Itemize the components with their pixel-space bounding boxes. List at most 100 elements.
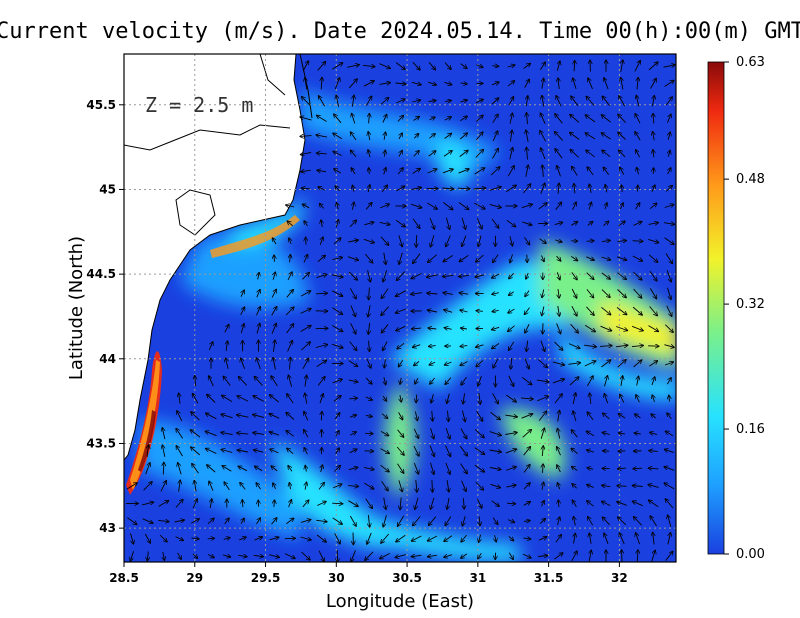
velocity-arrow (303, 255, 308, 263)
velocity-arrow (587, 468, 594, 470)
velocity-arrow (542, 482, 544, 490)
velocity-arrow (602, 96, 611, 106)
velocity-arrow (382, 324, 389, 332)
velocity-arrow (176, 429, 184, 439)
velocity-arrow (510, 236, 513, 245)
velocity-arrow (508, 535, 514, 540)
velocity-arrow (489, 450, 502, 452)
velocity-arrow (558, 411, 560, 422)
x-tick-label: 29.5 (251, 571, 281, 585)
velocity-arrow (633, 271, 641, 280)
velocity-arrow (601, 272, 610, 279)
velocity-arrow (620, 394, 625, 403)
velocity-arrow (400, 497, 401, 510)
velocity-arrow (537, 396, 548, 402)
velocity-arrow (665, 552, 673, 561)
velocity-arrow (445, 217, 449, 230)
velocity-arrow (651, 414, 656, 419)
velocity-arrow (557, 61, 560, 71)
velocity-arrow (460, 83, 467, 84)
velocity-arrow (253, 555, 264, 556)
velocity-arrow (383, 395, 386, 401)
velocity-arrow (572, 467, 578, 471)
velocity-arrow (506, 219, 516, 226)
velocity-arrow (542, 289, 544, 298)
velocity-arrow (427, 169, 437, 174)
velocity-arrow (224, 325, 229, 333)
colorbar-tick-label: 0.16 (736, 422, 765, 437)
velocity-arrow (590, 393, 591, 404)
velocity-arrow (523, 184, 530, 194)
velocity-arrow (445, 427, 450, 439)
velocity-arrow (400, 395, 401, 402)
velocity-arrow (460, 428, 467, 438)
velocity-arrow (571, 222, 577, 226)
velocity-arrow (605, 203, 607, 210)
velocity-arrow (479, 516, 480, 526)
velocity-arrow (605, 185, 607, 193)
velocity-arrow (158, 520, 168, 521)
velocity-arrow (205, 431, 217, 437)
velocity-arrow (584, 345, 596, 347)
velocity-arrow (396, 308, 406, 313)
velocity-arrow (554, 553, 562, 560)
velocity-arrow (476, 65, 482, 68)
velocity-arrow (665, 97, 672, 106)
velocity-arrow (523, 502, 530, 506)
velocity-arrow (617, 502, 627, 506)
velocity-arrow (668, 132, 670, 140)
velocity-arrow (444, 62, 451, 70)
velocity-arrow (459, 275, 469, 276)
velocity-arrow (430, 428, 434, 438)
velocity-arrow (271, 289, 276, 298)
velocity-arrow (589, 184, 591, 193)
velocity-arrow (399, 151, 402, 157)
velocity-arrow (411, 293, 422, 295)
velocity-arrow (542, 79, 544, 89)
velocity-arrow (571, 305, 577, 316)
velocity-arrow (666, 305, 672, 316)
velocity-arrow (429, 516, 437, 526)
velocity-arrow (571, 448, 578, 454)
velocity-arrow (602, 150, 611, 158)
velocity-arrow (384, 377, 386, 384)
velocity-arrow (508, 375, 514, 386)
velocity-arrow (445, 445, 451, 457)
velocity-arrow (380, 448, 390, 454)
velocity-arrow (256, 483, 261, 490)
velocity-arrow (348, 500, 358, 507)
velocity-arrow (337, 203, 339, 210)
velocity-arrow (542, 306, 544, 316)
velocity-arrow (444, 101, 451, 102)
velocity-arrow (521, 204, 532, 209)
velocity-arrow (574, 61, 575, 72)
velocity-arrow (601, 256, 611, 260)
velocity-arrow (489, 468, 501, 470)
velocity-arrow (241, 290, 244, 297)
velocity-arrow (509, 148, 513, 160)
velocity-arrow (348, 380, 358, 382)
velocity-arrow (384, 168, 386, 175)
velocity-arrow (521, 414, 533, 419)
velocity-arrow (382, 115, 387, 123)
velocity-arrow (587, 167, 594, 176)
velocity-arrow (317, 116, 327, 122)
velocity-arrow (398, 235, 402, 246)
velocity-arrow (586, 241, 594, 242)
velocity-arrow (242, 500, 243, 508)
velocity-arrow (192, 464, 199, 474)
velocity-arrow (336, 95, 338, 107)
velocity-arrow (509, 292, 514, 295)
velocity-arrow (332, 307, 342, 315)
velocity-arrow (209, 481, 214, 491)
velocity-arrow (427, 293, 438, 294)
velocity-arrow (302, 500, 309, 508)
velocity-arrow (319, 394, 323, 404)
velocity-arrow (442, 188, 453, 189)
velocity-arrow (506, 467, 516, 471)
velocity-arrow (365, 377, 372, 384)
velocity-arrow (572, 484, 578, 489)
velocity-arrow (304, 448, 307, 455)
velocity-arrow (285, 307, 294, 316)
velocity-arrow (589, 202, 591, 210)
